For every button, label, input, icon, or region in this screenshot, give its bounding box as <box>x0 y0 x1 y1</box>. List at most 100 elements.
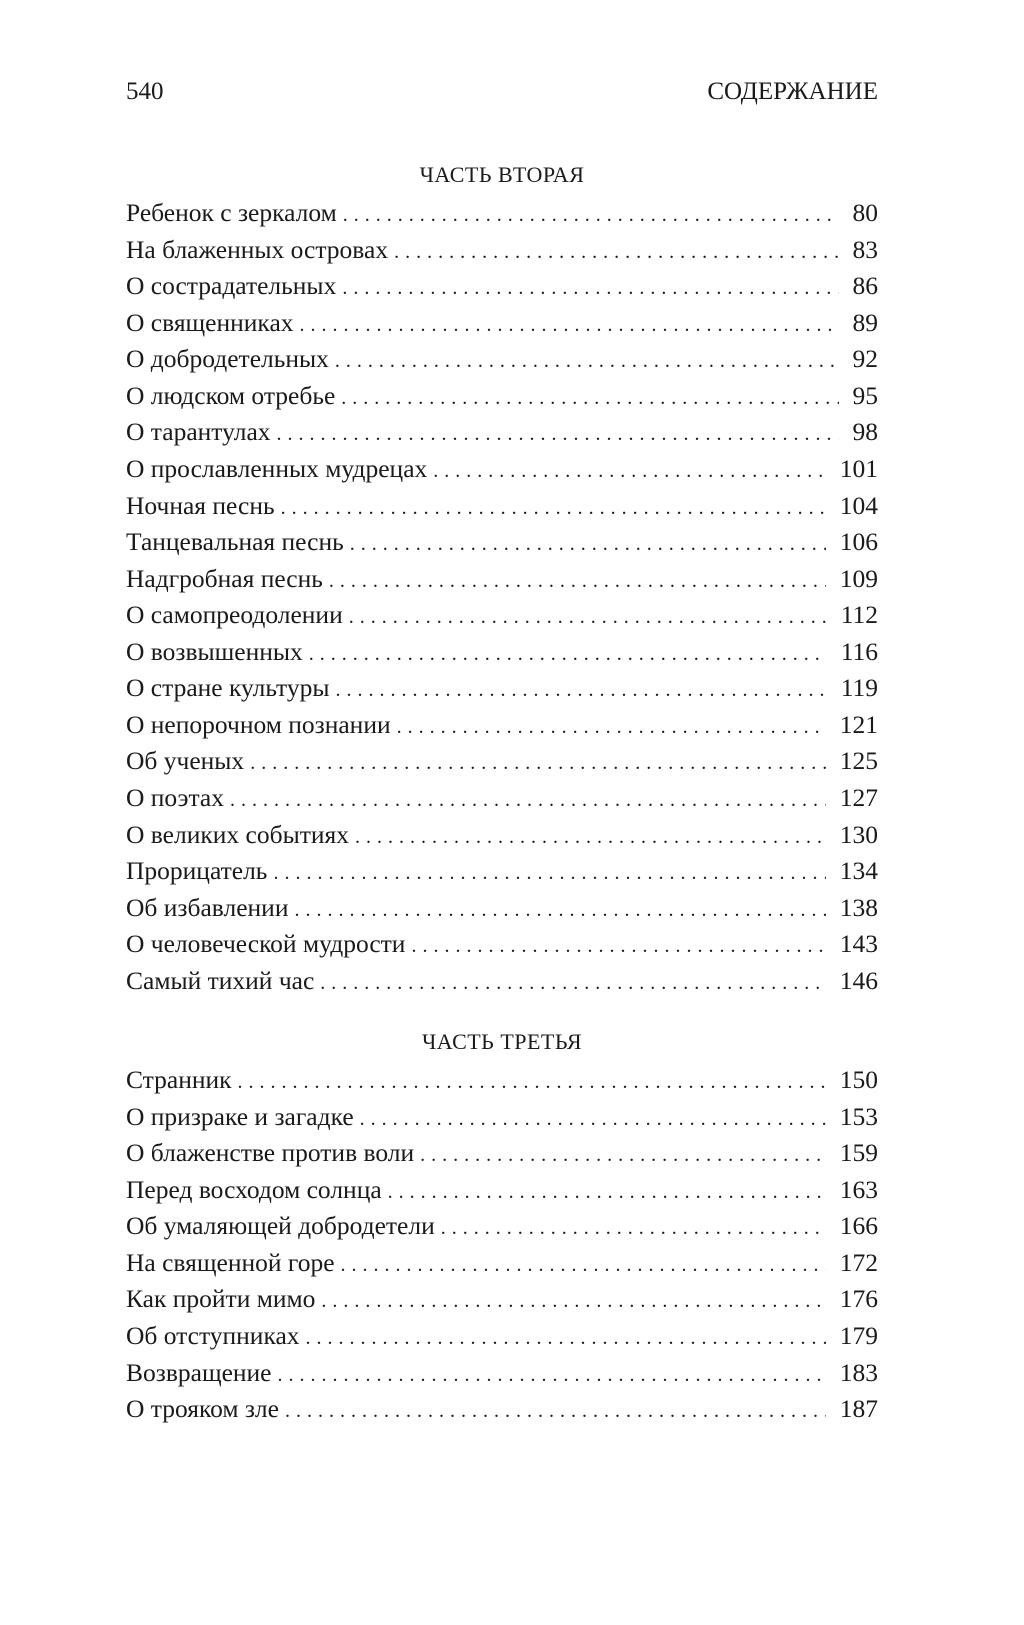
entry-page: 183 <box>839 1357 878 1387</box>
toc-entry: О поэтах 127 <box>126 780 878 817</box>
dot-leader <box>278 1357 826 1394</box>
dot-leader <box>349 599 827 636</box>
toc-entry: Ночная песнь 104 <box>126 488 878 525</box>
toc-entry: О сострадательных 86 <box>126 268 878 305</box>
toc-entry: Танцевальная песнь 106 <box>126 524 878 561</box>
entry-page: 121 <box>839 709 878 739</box>
toc-entries: Странник 150 О призраке и загадке 153 О блаж… <box>126 1062 878 1428</box>
entry-page: 130 <box>839 819 878 849</box>
dot-leader <box>342 270 838 307</box>
dot-leader <box>230 782 826 819</box>
entry-title: Об ученых <box>126 746 245 776</box>
toc-entry: О добродетельных 92 <box>126 341 878 378</box>
entry-title: О людском отребье <box>126 380 336 410</box>
toc-part-three: ЧАСТЬ ТРЕТЬЯ Странник 150 О призраке и заг… <box>126 1022 878 1428</box>
entry-page: 163 <box>839 1174 878 1204</box>
entry-page: 112 <box>840 600 878 630</box>
part-heading: ЧАСТЬ ВТОРАЯ <box>419 162 585 187</box>
dot-leader <box>394 234 838 271</box>
entry-title: Перед восходом солнца <box>126 1174 382 1204</box>
dot-leader <box>306 1320 826 1357</box>
dot-leader <box>341 380 838 417</box>
dot-leader <box>238 1064 826 1101</box>
entry-title: Прорицатель <box>126 856 268 886</box>
entry-page: 92 <box>852 344 879 374</box>
dot-leader <box>335 343 839 380</box>
entry-page: 143 <box>839 929 878 959</box>
entry-title: О самопреодолении <box>126 600 343 630</box>
entry-page: 101 <box>839 453 878 483</box>
entry-title: На блаженных островах <box>126 234 389 264</box>
toc-entry: О возвышенных 116 <box>126 634 878 671</box>
toc-entry: Об умаляющей добродетели 166 <box>126 1208 878 1245</box>
entry-page: 187 <box>839 1394 878 1424</box>
dot-leader <box>420 1137 826 1174</box>
entry-title: О непорочном познании <box>126 709 391 739</box>
dot-leader <box>309 636 827 673</box>
toc-entry: О тарантулах 98 <box>126 414 878 451</box>
dot-leader <box>411 928 825 965</box>
entry-title: О великих событиях <box>126 819 349 849</box>
entry-page: 89 <box>852 307 879 337</box>
entry-title: О трояком зле <box>126 1394 279 1424</box>
running-title: СОДЕРЖАНИЕ <box>707 78 878 105</box>
entry-page: 116 <box>840 636 878 666</box>
dot-leader <box>320 965 825 1002</box>
entry-page: 83 <box>852 234 879 264</box>
entry-page: 86 <box>852 271 879 301</box>
toc-entry: Перед восходом солнца 163 <box>126 1172 878 1209</box>
entry-page: 98 <box>852 417 879 447</box>
entry-title: О священниках <box>126 307 294 337</box>
entry-page: 127 <box>839 783 878 812</box>
toc-entry: На блаженных островах 83 <box>126 232 878 269</box>
toc-entry: О призраке и загадке 153 <box>126 1099 878 1136</box>
dot-leader <box>321 1283 825 1320</box>
entry-title: О призраке и загадке <box>126 1101 354 1131</box>
entry-title: Возвращение <box>126 1357 272 1387</box>
toc-entry: О стране культуры 119 <box>126 670 878 707</box>
toc-entry: О непорочном познании 121 <box>126 707 878 744</box>
entry-title: Об умаляющей добродетели <box>126 1211 435 1241</box>
entry-page: 138 <box>839 892 878 922</box>
entry-title: Об отступниках <box>126 1320 300 1350</box>
dot-leader <box>335 672 826 709</box>
dot-leader <box>273 855 825 892</box>
entry-page: 109 <box>839 563 878 593</box>
toc-entry: О прославленных мудрецах 101 <box>126 451 878 488</box>
entry-title: Об избавлении <box>126 892 289 922</box>
entry-title: О добродетельных <box>126 344 329 374</box>
entry-page: 106 <box>839 527 878 557</box>
entry-page: 134 <box>839 856 878 886</box>
toc-entry: О блаженстве против воли 159 <box>126 1135 878 1172</box>
dot-leader <box>341 1247 826 1284</box>
entry-title: На священной горе <box>126 1247 335 1277</box>
toc-entry: Самый тихий час 146 <box>126 963 878 1000</box>
entry-title: О тарантулах <box>126 417 271 447</box>
toc-entries: Ребенок с зеркалом 80 На блаженных острова… <box>126 195 878 999</box>
entry-title: О человеческой мудрости <box>126 929 406 959</box>
entry-title: О прославленных мудрецах <box>126 453 428 483</box>
toc-entry: Об отступниках 179 <box>126 1318 878 1355</box>
entry-title: О возвышенных <box>126 636 303 666</box>
toc-entry: О людском отребье 95 <box>126 378 878 415</box>
entry-page: 95 <box>852 380 879 410</box>
dot-leader <box>350 526 826 563</box>
entry-page: 179 <box>839 1320 878 1350</box>
entry-page: 166 <box>839 1211 878 1241</box>
entry-title: О блаженстве против воли <box>126 1138 415 1168</box>
toc-entry: Об избавлении 138 <box>126 890 878 927</box>
toc-entry: О великих событиях 130 <box>126 817 878 854</box>
entry-title: Странник <box>126 1065 232 1094</box>
dot-leader <box>360 1101 826 1138</box>
dot-leader <box>397 709 826 746</box>
entry-title: Надгробная песнь <box>126 563 323 593</box>
toc-entry: О трояком зле 187 <box>126 1391 878 1428</box>
dot-leader <box>355 819 826 856</box>
toc-entry: На священной горе 172 <box>126 1245 878 1282</box>
toc-part-two: ЧАСТЬ ВТОРАЯ Ребенок с зеркалом 80 На блаж… <box>126 155 878 999</box>
toc-entry: Прорицатель 134 <box>126 853 878 890</box>
entry-page: 125 <box>839 746 878 776</box>
dot-leader <box>285 1393 826 1430</box>
entry-page: 119 <box>840 673 878 703</box>
entry-title: О сострадательных <box>126 271 337 301</box>
